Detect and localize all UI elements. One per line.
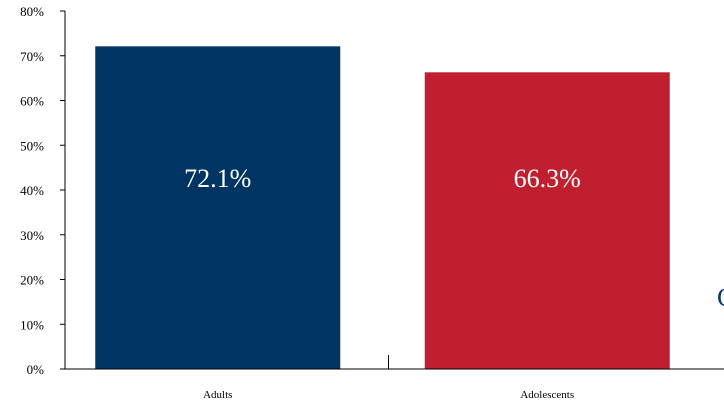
y-tick-label: 50%	[20, 138, 44, 153]
y-tick-label: 40%	[20, 183, 44, 198]
data-label: 66.3%	[514, 164, 581, 193]
x-axis: Adults Adolescents	[65, 355, 724, 401]
y-tick-label: 70%	[20, 49, 44, 64]
y-tick-label: 30%	[20, 228, 44, 243]
y-tick-label: 0%	[27, 362, 45, 377]
x-category-label: Adults	[203, 389, 232, 401]
y-tick-label: 10%	[20, 317, 44, 332]
y-tick-label: 60%	[20, 94, 44, 109]
y-axis: 0% 10% 20% 30% 40% 50% 60% 70% 80%	[20, 4, 66, 377]
bars: 72.1% 66.3%	[95, 46, 670, 370]
edge-text-fragment: C	[717, 283, 724, 312]
bar-adults	[95, 46, 341, 369]
x-category-label: Adolescents	[520, 389, 574, 401]
y-tick-label: 20%	[20, 273, 44, 288]
bar-adolescents	[424, 72, 670, 370]
y-tick-label: 80%	[20, 4, 44, 19]
data-label: 72.1%	[184, 164, 251, 193]
